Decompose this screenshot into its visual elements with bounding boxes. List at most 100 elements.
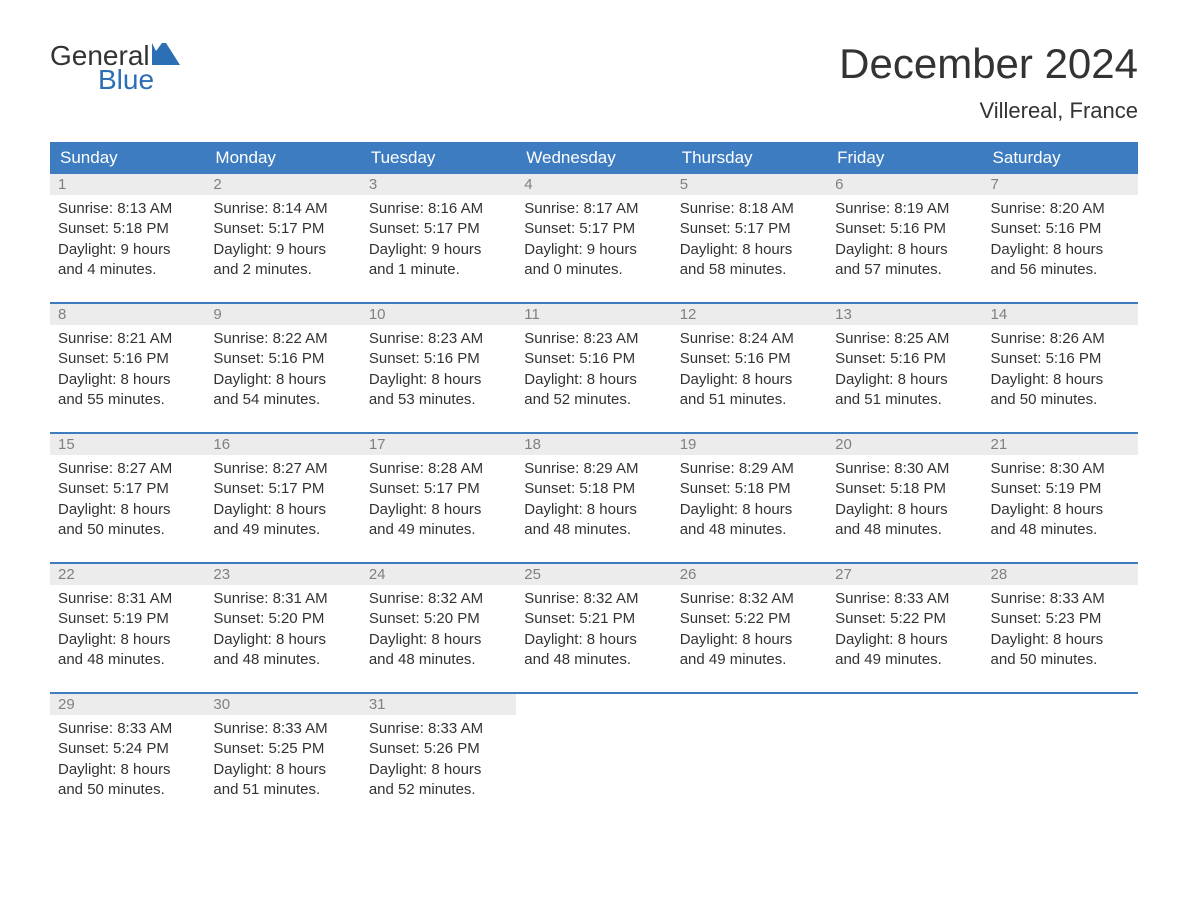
daylight-line1: Daylight: 8 hours [213, 370, 352, 390]
day-body: Sunrise: 8:33 AMSunset: 5:22 PMDaylight:… [827, 585, 982, 680]
day-number: 14 [983, 304, 1138, 325]
col-header: Saturday [983, 142, 1138, 174]
day-number: 23 [205, 564, 360, 585]
calendar-day: 31Sunrise: 8:33 AMSunset: 5:26 PMDayligh… [361, 694, 516, 822]
sunrise-line: Sunrise: 8:32 AM [369, 589, 508, 609]
daylight-line1: Daylight: 9 hours [213, 240, 352, 260]
calendar-day: 30Sunrise: 8:33 AMSunset: 5:25 PMDayligh… [205, 694, 360, 822]
daylight-line1: Daylight: 9 hours [369, 240, 508, 260]
daylight-line2: and 51 minutes. [680, 390, 819, 410]
daylight-line1: Daylight: 8 hours [58, 760, 197, 780]
daylight-line1: Daylight: 8 hours [835, 630, 974, 650]
daylight-line1: Daylight: 8 hours [58, 370, 197, 390]
daylight-line2: and 1 minute. [369, 260, 508, 280]
col-header: Friday [827, 142, 982, 174]
calendar-day: 14Sunrise: 8:26 AMSunset: 5:16 PMDayligh… [983, 304, 1138, 432]
col-header: Monday [205, 142, 360, 174]
sunset-line: Sunset: 5:18 PM [58, 219, 197, 239]
sunrise-line: Sunrise: 8:33 AM [369, 719, 508, 739]
calendar-week: 15Sunrise: 8:27 AMSunset: 5:17 PMDayligh… [50, 434, 1138, 562]
sunrise-line: Sunrise: 8:24 AM [680, 329, 819, 349]
day-number: 15 [50, 434, 205, 455]
day-body: Sunrise: 8:33 AMSunset: 5:25 PMDaylight:… [205, 715, 360, 810]
day-body: Sunrise: 8:32 AMSunset: 5:22 PMDaylight:… [672, 585, 827, 680]
sunrise-line: Sunrise: 8:27 AM [213, 459, 352, 479]
sunrise-line: Sunrise: 8:25 AM [835, 329, 974, 349]
sunrise-line: Sunrise: 8:16 AM [369, 199, 508, 219]
day-number: 11 [516, 304, 671, 325]
location: Villereal, France [839, 98, 1138, 124]
flag-icon [152, 40, 180, 72]
daylight-line2: and 0 minutes. [524, 260, 663, 280]
sunset-line: Sunset: 5:16 PM [213, 349, 352, 369]
calendar-day: 1Sunrise: 8:13 AMSunset: 5:18 PMDaylight… [50, 174, 205, 302]
daylight-line1: Daylight: 8 hours [991, 630, 1130, 650]
sunrise-line: Sunrise: 8:29 AM [680, 459, 819, 479]
daylight-line2: and 48 minutes. [680, 520, 819, 540]
sunset-line: Sunset: 5:17 PM [369, 479, 508, 499]
calendar-day: 2Sunrise: 8:14 AMSunset: 5:17 PMDaylight… [205, 174, 360, 302]
day-number: 3 [361, 174, 516, 195]
calendar-day: 25Sunrise: 8:32 AMSunset: 5:21 PMDayligh… [516, 564, 671, 692]
sunset-line: Sunset: 5:19 PM [991, 479, 1130, 499]
sunset-line: Sunset: 5:17 PM [524, 219, 663, 239]
daylight-line1: Daylight: 8 hours [680, 240, 819, 260]
day-number: 7 [983, 174, 1138, 195]
daylight-line2: and 52 minutes. [369, 780, 508, 800]
daylight-line2: and 56 minutes. [991, 260, 1130, 280]
sunrise-line: Sunrise: 8:33 AM [213, 719, 352, 739]
sunrise-line: Sunrise: 8:26 AM [991, 329, 1130, 349]
day-body: Sunrise: 8:18 AMSunset: 5:17 PMDaylight:… [672, 195, 827, 290]
daylight-line1: Daylight: 8 hours [369, 370, 508, 390]
calendar-table: SundayMondayTuesdayWednesdayThursdayFrid… [50, 142, 1138, 822]
sunrise-line: Sunrise: 8:13 AM [58, 199, 197, 219]
day-number: 2 [205, 174, 360, 195]
day-number: 10 [361, 304, 516, 325]
calendar-day: 12Sunrise: 8:24 AMSunset: 5:16 PMDayligh… [672, 304, 827, 432]
day-number: 13 [827, 304, 982, 325]
daylight-line1: Daylight: 8 hours [213, 500, 352, 520]
calendar-day: 9Sunrise: 8:22 AMSunset: 5:16 PMDaylight… [205, 304, 360, 432]
daylight-line2: and 51 minutes. [835, 390, 974, 410]
calendar-header: SundayMondayTuesdayWednesdayThursdayFrid… [50, 142, 1138, 174]
calendar-day: 19Sunrise: 8:29 AMSunset: 5:18 PMDayligh… [672, 434, 827, 562]
day-number: 5 [672, 174, 827, 195]
day-body: Sunrise: 8:27 AMSunset: 5:17 PMDaylight:… [50, 455, 205, 550]
daylight-line2: and 52 minutes. [524, 390, 663, 410]
sunset-line: Sunset: 5:17 PM [369, 219, 508, 239]
day-body: Sunrise: 8:31 AMSunset: 5:20 PMDaylight:… [205, 585, 360, 680]
calendar-day: 13Sunrise: 8:25 AMSunset: 5:16 PMDayligh… [827, 304, 982, 432]
day-body: Sunrise: 8:19 AMSunset: 5:16 PMDaylight:… [827, 195, 982, 290]
sunset-line: Sunset: 5:17 PM [213, 219, 352, 239]
sunset-line: Sunset: 5:26 PM [369, 739, 508, 759]
day-body: Sunrise: 8:25 AMSunset: 5:16 PMDaylight:… [827, 325, 982, 420]
day-number: 6 [827, 174, 982, 195]
calendar-week: 8Sunrise: 8:21 AMSunset: 5:16 PMDaylight… [50, 304, 1138, 432]
calendar-day: .. [827, 694, 982, 822]
daylight-line2: and 51 minutes. [213, 780, 352, 800]
calendar-day: 11Sunrise: 8:23 AMSunset: 5:16 PMDayligh… [516, 304, 671, 432]
sunset-line: Sunset: 5:16 PM [680, 349, 819, 369]
calendar-day: 20Sunrise: 8:30 AMSunset: 5:18 PMDayligh… [827, 434, 982, 562]
calendar-day: 27Sunrise: 8:33 AMSunset: 5:22 PMDayligh… [827, 564, 982, 692]
daylight-line1: Daylight: 9 hours [58, 240, 197, 260]
daylight-line2: and 48 minutes. [213, 650, 352, 670]
calendar-day: 7Sunrise: 8:20 AMSunset: 5:16 PMDaylight… [983, 174, 1138, 302]
daylight-line1: Daylight: 8 hours [835, 500, 974, 520]
daylight-line1: Daylight: 8 hours [991, 240, 1130, 260]
day-body: Sunrise: 8:32 AMSunset: 5:20 PMDaylight:… [361, 585, 516, 680]
daylight-line2: and 57 minutes. [835, 260, 974, 280]
daylight-line2: and 48 minutes. [369, 650, 508, 670]
day-body: Sunrise: 8:17 AMSunset: 5:17 PMDaylight:… [516, 195, 671, 290]
calendar-day: 10Sunrise: 8:23 AMSunset: 5:16 PMDayligh… [361, 304, 516, 432]
day-body: Sunrise: 8:20 AMSunset: 5:16 PMDaylight:… [983, 195, 1138, 290]
daylight-line1: Daylight: 8 hours [991, 370, 1130, 390]
sunrise-line: Sunrise: 8:28 AM [369, 459, 508, 479]
daylight-line2: and 48 minutes. [835, 520, 974, 540]
sunset-line: Sunset: 5:23 PM [991, 609, 1130, 629]
sunrise-line: Sunrise: 8:30 AM [991, 459, 1130, 479]
day-body: Sunrise: 8:28 AMSunset: 5:17 PMDaylight:… [361, 455, 516, 550]
daylight-line2: and 48 minutes. [58, 650, 197, 670]
sunset-line: Sunset: 5:22 PM [835, 609, 974, 629]
col-header: Thursday [672, 142, 827, 174]
